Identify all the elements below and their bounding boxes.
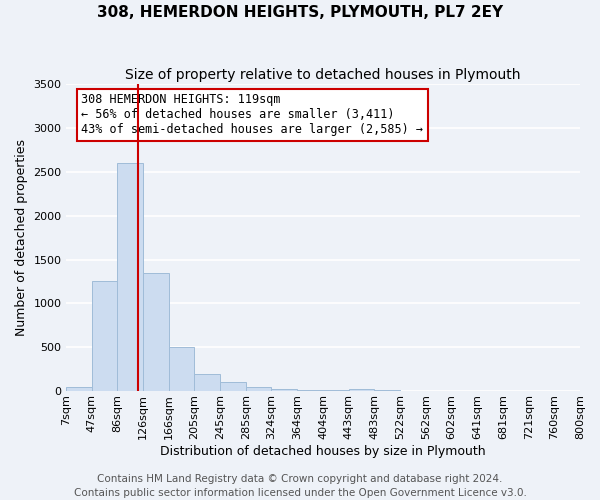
Title: Size of property relative to detached houses in Plymouth: Size of property relative to detached ho… <box>125 68 521 82</box>
Bar <box>220 382 246 391</box>
Bar <box>374 390 400 391</box>
Bar <box>323 390 349 391</box>
Bar <box>117 163 143 391</box>
Bar <box>349 388 374 391</box>
Text: Contains HM Land Registry data © Crown copyright and database right 2024.
Contai: Contains HM Land Registry data © Crown c… <box>74 474 526 498</box>
Bar <box>246 387 271 391</box>
Text: 308 HEMERDON HEIGHTS: 119sqm
← 56% of detached houses are smaller (3,411)
43% of: 308 HEMERDON HEIGHTS: 119sqm ← 56% of de… <box>81 94 423 136</box>
Bar <box>143 272 169 391</box>
Bar <box>169 348 194 391</box>
Bar <box>271 388 298 391</box>
Y-axis label: Number of detached properties: Number of detached properties <box>15 139 28 336</box>
Bar <box>194 374 220 391</box>
X-axis label: Distribution of detached houses by size in Plymouth: Distribution of detached houses by size … <box>160 444 486 458</box>
Text: 308, HEMERDON HEIGHTS, PLYMOUTH, PL7 2EY: 308, HEMERDON HEIGHTS, PLYMOUTH, PL7 2EY <box>97 5 503 20</box>
Bar <box>66 387 92 391</box>
Bar <box>92 282 117 391</box>
Bar <box>298 390 323 391</box>
